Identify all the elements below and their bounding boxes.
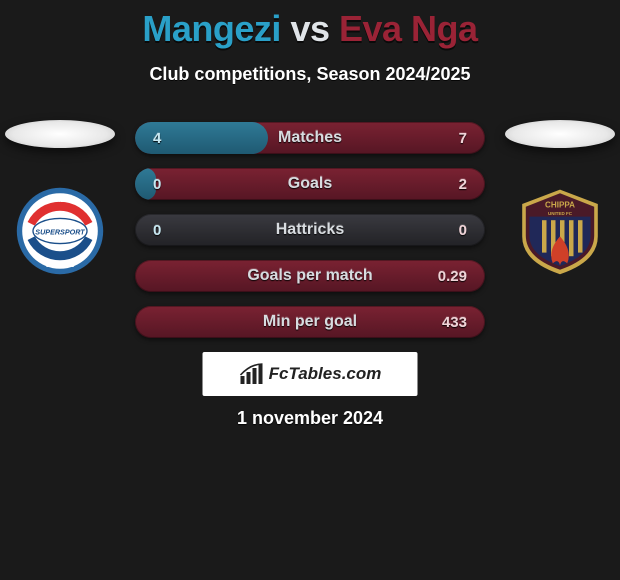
branding-box: FcTables.com — [203, 352, 418, 396]
stat-row: 0Hattricks0 — [135, 214, 485, 246]
player1-ellipse — [5, 120, 115, 148]
svg-text:SUPERSPORT: SUPERSPORT — [35, 228, 85, 237]
stat-value-right: 7 — [427, 130, 467, 147]
stat-value-right: 2 — [427, 176, 467, 193]
player1-name: Mangezi — [142, 8, 281, 49]
brand-text: FcTables.com — [269, 364, 382, 384]
svg-text:SUPERSPORT: SUPERSPORT — [41, 198, 79, 204]
right-column: CHIPPA UNITED FC — [500, 120, 620, 276]
player2-name: Eva Nga — [339, 8, 478, 49]
stat-row: Min per goal433 — [135, 306, 485, 338]
stat-row: Goals per match0.29 — [135, 260, 485, 292]
stat-value-right: 0 — [427, 222, 467, 239]
bars-icon — [239, 362, 267, 386]
chippa-logo-icon: CHIPPA UNITED FC — [515, 186, 605, 276]
subtitle: Club competitions, Season 2024/2025 — [0, 64, 620, 85]
stat-row: 4Matches7 — [135, 122, 485, 154]
supersport-logo-icon: SUPERSPORT SUPERSPORT UNITED FC — [15, 186, 105, 276]
club-badge-left: SUPERSPORT SUPERSPORT UNITED FC — [15, 186, 105, 276]
left-column: SUPERSPORT SUPERSPORT UNITED FC — [0, 120, 120, 276]
page-title: Mangezi vs Eva Nga — [0, 0, 620, 50]
stat-row: 0Goals2 — [135, 168, 485, 200]
stat-rows-container: 4Matches7 0Goals2 0Hattricks0 Goals per mat… — [135, 122, 485, 338]
vs-text: vs — [290, 8, 329, 49]
svg-text:UNITED FC: UNITED FC — [548, 211, 573, 216]
club-badge-right: CHIPPA UNITED FC — [515, 186, 605, 276]
date-text: 1 november 2024 — [0, 408, 620, 429]
stat-value-right: 0.29 — [427, 268, 467, 285]
svg-text:UNITED FC: UNITED FC — [46, 263, 75, 269]
svg-text:CHIPPA: CHIPPA — [545, 201, 575, 210]
player2-ellipse — [505, 120, 615, 148]
stat-value-right: 433 — [427, 314, 467, 331]
